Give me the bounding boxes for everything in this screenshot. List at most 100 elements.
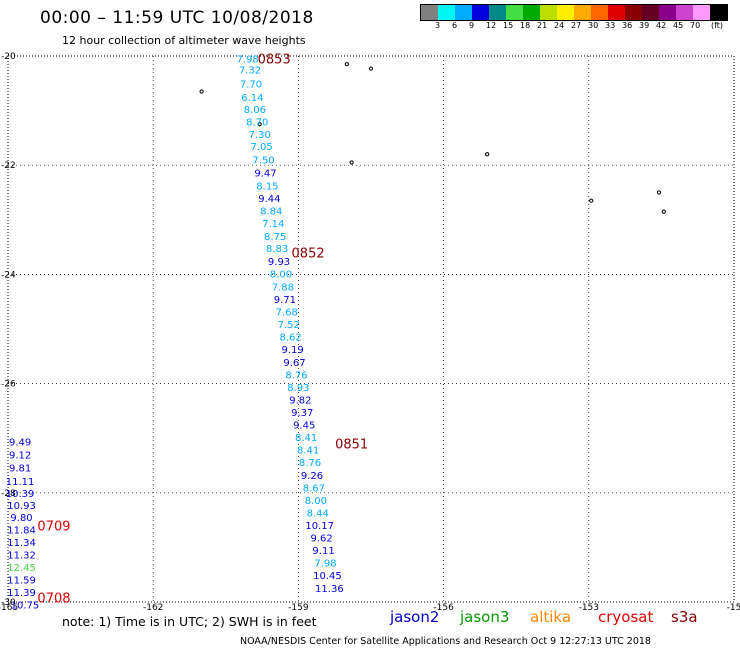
swh-value: 11.34: [7, 538, 36, 549]
swh-value: 8.76: [285, 370, 307, 381]
y-tick-label: -20: [1, 52, 16, 62]
color-bar-label: 24: [554, 21, 565, 30]
time-label: 0708: [37, 592, 70, 607]
y-tick-label: -24: [1, 270, 16, 280]
time-label: 0853: [258, 53, 291, 68]
color-bar-swatch: [523, 5, 540, 20]
y-tick-label: -22: [1, 161, 16, 171]
swh-value: 8.67: [303, 483, 325, 494]
color-bar-swatch: [506, 5, 523, 20]
island-marker: [349, 160, 354, 165]
y-tick-label: -30: [1, 598, 16, 608]
swh-value: 7.52: [278, 320, 300, 331]
swh-value: 8.15: [256, 181, 278, 192]
color-bar-swatch: [608, 5, 625, 20]
legend-altika: altika: [530, 608, 572, 626]
map-title: 00:00 – 11:59 UTC 10/08/2018: [40, 8, 314, 28]
swh-value: 10.75: [11, 601, 40, 612]
swh-value: 8.41: [297, 446, 319, 457]
legend-jason2: jason2: [390, 608, 440, 626]
x-tick-label: -165: [0, 603, 18, 613]
swh-value: 8.75: [264, 232, 286, 243]
swh-value: 9.49: [9, 437, 31, 448]
color-bar-label: 21: [537, 21, 548, 30]
swh-value: 7.98: [236, 55, 258, 66]
color-bar-swatch: [472, 5, 489, 20]
color-bar: [420, 4, 728, 21]
color-bar-label: 42: [656, 21, 667, 30]
swh-value: 11.36: [315, 584, 344, 595]
island-marker: [589, 198, 594, 203]
x-tick-label: -159: [288, 603, 309, 613]
swh-value: 7.70: [240, 79, 262, 90]
color-bar-label: 9: [469, 21, 475, 30]
color-bar-swatch: [625, 5, 642, 20]
swh-value: 11.39: [7, 588, 36, 599]
legend-s3a: s3a: [671, 608, 698, 626]
swh-value: 9.44: [258, 194, 280, 205]
swh-value: 7.88: [272, 282, 294, 293]
swh-value: 9.45: [293, 421, 315, 432]
swh-value: 7.30: [249, 130, 271, 141]
swh-value: 8.06: [244, 105, 266, 116]
swh-value: 12.45: [7, 563, 36, 574]
swh-value: 8.00: [270, 269, 292, 280]
swh-value: 9.71: [274, 295, 296, 306]
color-bar-swatch: [642, 5, 659, 20]
island-marker: [368, 66, 374, 71]
swh-value: 9.80: [10, 513, 32, 524]
color-bar-label: 15: [503, 21, 514, 30]
color-bar-swatch: [557, 5, 574, 20]
swh-value: 11.59: [7, 576, 36, 587]
color-bar-swatch: [591, 5, 608, 20]
swh-value: 8.76: [299, 458, 321, 469]
swh-value: 11.32: [7, 550, 36, 561]
swh-value: 8.00: [305, 496, 327, 507]
swh-value: 10.17: [305, 521, 334, 532]
color-bar-unit: (ft): [711, 21, 724, 30]
map-frame: [7, 55, 735, 603]
swh-value: 7.05: [250, 142, 272, 153]
swh-value: 7.32: [239, 66, 261, 77]
map-subtitle: 12 hour collection of altimeter wave hei…: [62, 34, 306, 47]
time-label: 0852: [292, 247, 325, 262]
credit-line: NOAA/NESDIS Center for Satellite Applica…: [240, 636, 651, 647]
swh-value: 11.11: [6, 477, 35, 488]
color-bar-swatch: [659, 5, 676, 20]
swh-value: 9.12: [9, 451, 31, 462]
time-label: 0851: [335, 438, 368, 453]
x-tick-label: -15: [727, 603, 740, 613]
color-bar-label: 3: [435, 21, 441, 30]
swh-value: 9.93: [268, 257, 290, 268]
color-bar-swatch: [574, 5, 591, 20]
swh-value: 9.62: [310, 534, 332, 545]
swh-value: 7.14: [262, 219, 284, 230]
swh-value: 8.84: [260, 207, 282, 218]
color-bar-swatch: [540, 5, 557, 20]
legend-cryosat: cryosat: [598, 608, 654, 626]
swh-value: 9.81: [9, 464, 31, 475]
color-bar-label: 12: [486, 21, 497, 30]
color-bar-label: 33: [605, 21, 616, 30]
color-bar-label: 39: [639, 21, 650, 30]
color-bar-label: 70: [690, 21, 701, 30]
swh-value: 9.11: [312, 546, 334, 557]
color-bar-swatch: [421, 5, 438, 20]
swh-value: 10.39: [6, 489, 35, 500]
swh-value: 7.98: [314, 559, 336, 570]
color-bar-swatch: [710, 5, 727, 20]
swh-value: 10.45: [313, 571, 342, 582]
y-tick-label: -28: [1, 489, 16, 499]
island-marker: [661, 209, 666, 214]
swh-value: 6.14: [241, 93, 263, 104]
time-label: 0709: [37, 520, 70, 535]
swh-value: 8.70: [246, 118, 268, 129]
swh-value: 9.47: [254, 168, 276, 179]
color-bar-swatch: [676, 5, 693, 20]
swh-value: 8.41: [295, 433, 317, 444]
swh-value: 11.84: [7, 525, 36, 536]
swh-value: 8.83: [266, 244, 288, 255]
swh-value: 9.19: [281, 345, 303, 356]
y-tick-label: -26: [1, 380, 16, 390]
color-bar-label: 30: [588, 21, 599, 30]
